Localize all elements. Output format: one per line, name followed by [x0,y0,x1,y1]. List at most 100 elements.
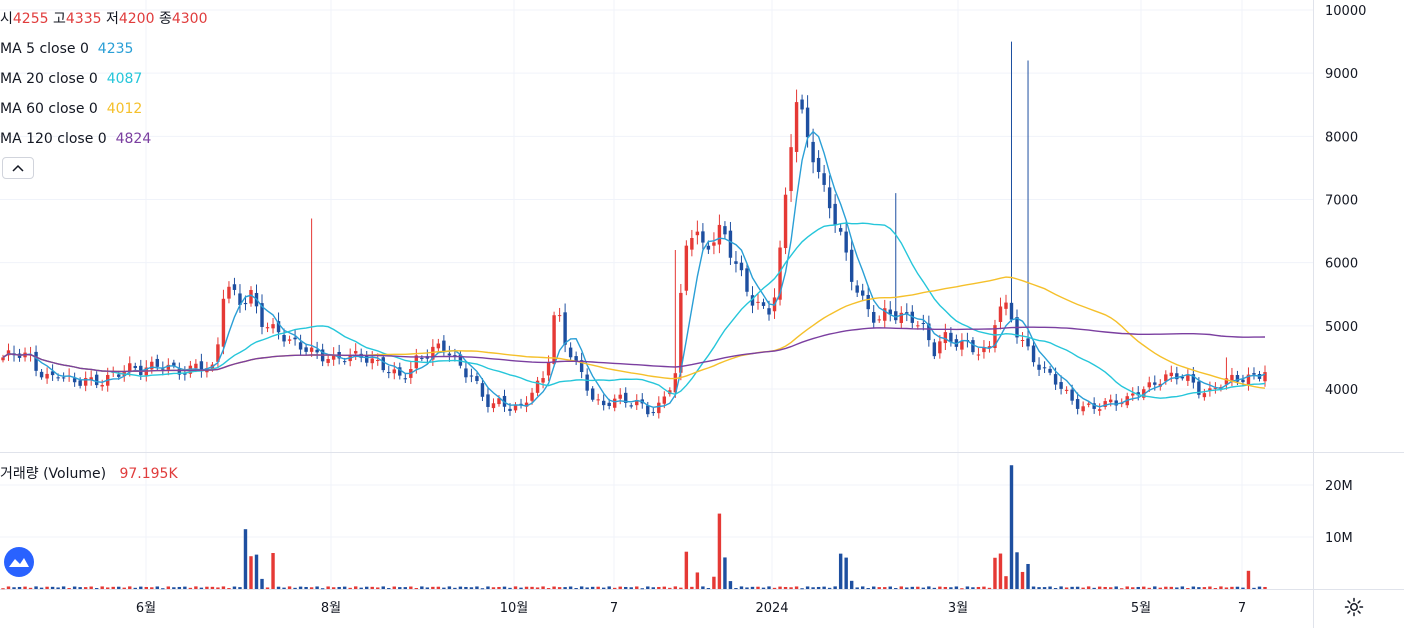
candle-body [635,399,639,406]
gear-icon[interactable] [1342,595,1366,619]
volume-bar [805,586,810,589]
volume-bar [205,586,209,589]
volume-bar [993,557,997,589]
volume-bar [883,587,887,589]
volume-bar [216,587,220,589]
volume-bar [150,587,154,589]
candle-body [927,323,931,341]
candle-body [1153,382,1157,385]
volume-bar [855,587,859,589]
candle-body [789,147,793,192]
price-tick-label: 8000 [1325,130,1358,145]
volume-bar [1004,576,1008,589]
candle-body [855,285,859,293]
volume-legend[interactable]: 거래량 (Volume) 97.195K [0,465,178,483]
candle-body [706,245,711,250]
candle-body [1,357,5,361]
volume-bar [172,587,176,589]
ohlc-close-value: 4300 [171,11,208,27]
volume-bar [596,586,600,589]
candle-body [1064,389,1069,391]
candle-body [1009,302,1014,320]
candle-body [1053,374,1058,385]
candle-body [905,312,909,314]
volume-bar [767,586,771,589]
volume-bar [872,586,876,589]
candle-body [1081,406,1085,412]
volume-bar [348,587,352,589]
volume-bar [210,586,215,589]
candle-body [739,262,744,271]
volume-bar [491,587,496,589]
candle-body [94,374,99,386]
candle-body [161,368,165,370]
volume-bar [1053,588,1058,590]
candle-body [61,377,66,379]
candle-body [563,312,567,345]
candle-body [387,372,391,374]
ma5-legend[interactable]: MA 5 close 0 4235 [0,40,133,58]
volume-bar [72,586,77,589]
candle-body [392,369,396,374]
ohlc-open-label: 시 [0,11,13,27]
ma120-legend[interactable]: MA 120 close 0 4824 [0,130,151,148]
volume-bar [133,587,137,589]
candle-body [282,334,286,342]
ma120-label: MA 120 close 0 [0,131,107,147]
candle-body [932,342,937,357]
ohlc-high-value: 4335 [65,11,102,27]
volume-bar [1191,586,1196,589]
legend-collapse-button[interactable] [2,157,34,179]
candle-body [447,353,452,356]
candle-body [1202,393,1207,398]
volume-bar [723,557,727,589]
candle-body [535,380,540,393]
volume-bar [326,586,330,589]
volume-bar [105,587,110,589]
volume-bar [315,586,319,589]
candle-body [1070,389,1074,401]
tradingview-logo-icon[interactable] [4,547,34,577]
candle-body [232,284,237,290]
candle-body [1097,409,1102,411]
candle-body [331,354,336,360]
candle-body [695,231,700,236]
candle-body [72,378,77,383]
candle-body [293,337,297,340]
volume-bar [139,586,143,589]
volume-bar [50,586,55,589]
volume-bar [954,586,959,589]
candle-body [271,324,275,329]
candle-body [1075,399,1080,409]
candle-body [579,360,584,373]
price-tick-label: 10000 [1325,4,1366,19]
candle-body [183,373,187,375]
volume-bar [822,586,826,589]
volume-bar [535,587,540,589]
volume-bar [971,587,975,589]
ma60-legend[interactable]: MA 60 close 0 4012 [0,100,142,118]
volume-bar [574,588,578,590]
candle-body [381,357,385,371]
candle-body [298,342,303,350]
volume-bar [320,588,325,590]
volume-bar [1252,587,1256,589]
volume-bar [982,586,986,589]
candle-body [6,350,11,356]
volume-bar [1142,586,1146,589]
candle-body [260,303,264,327]
candle-body [585,374,589,391]
volume-bar [420,586,424,589]
volume-bar [1202,587,1207,589]
volume-bar [1070,586,1074,589]
ma20-legend[interactable]: MA 20 close 0 4087 [0,70,142,88]
candle-body [530,392,534,401]
volume-bar [227,588,231,590]
volume-bar [833,586,837,589]
candle-body [45,373,49,379]
volume-bar [502,586,507,589]
candle-body [1246,374,1251,385]
candle-body [1037,364,1041,370]
